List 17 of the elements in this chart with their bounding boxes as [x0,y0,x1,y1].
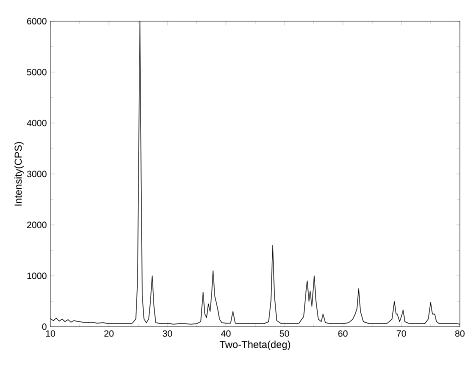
x-tick-label: 40 [221,330,231,337]
y-tick-label: 2000 [27,222,47,228]
y-tick-label: 3000 [27,170,47,178]
y-tick-label: 1000 [27,272,47,279]
x-tick-label: 10 [46,330,56,337]
x-tick-label: 80 [455,330,465,337]
y-tick-label: 4000 [26,120,47,126]
x-tick-label: 70 [396,330,406,337]
y-axis-title: Intensity(CPS) [14,142,24,206]
y-tick-label: 0 [42,323,47,330]
x-tick-label: 20 [104,330,114,337]
x-axis-title: Two-Theta(deg) [220,340,290,350]
y-tick-label: 5000 [27,68,47,76]
x-tick-label: 60 [338,330,348,337]
x-tick-label: 50 [280,330,290,337]
x-tick-label: 30 [162,330,172,337]
y-tick-label: 6000 [27,18,47,24]
